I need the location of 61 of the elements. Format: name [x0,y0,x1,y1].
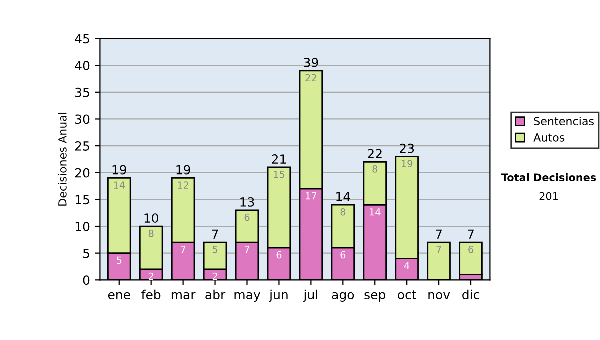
y-tick-label: 40 [75,61,90,71]
x-tick-label: jun [269,290,288,302]
data-label: 6 [340,251,346,259]
text: 201 [540,192,558,200]
x-tick-label: feb [142,290,161,300]
total-label: 7 [468,230,474,239]
x-tick-label: mar [172,292,196,300]
x-tick-label: ene [108,292,130,300]
data-label: 8 [340,208,346,216]
y-tick-label: 45 [75,34,90,44]
total-label: 23 [400,144,414,154]
data-label: 2 [212,272,218,280]
legend-label: Sentencias [534,116,594,126]
total-label: 21 [272,154,286,164]
data-label: 6 [468,246,474,254]
x-tick-label: jul [304,290,318,302]
data-label: 7 [181,246,186,254]
total-label: 19 [112,165,126,175]
x-tick-label: nov [428,292,450,300]
data-label: 8 [148,230,154,238]
y-tick-label: 15 [76,195,90,205]
data-label: 14 [114,182,126,189]
data-label: 17 [306,192,317,200]
data-label: 5 [117,256,122,264]
data-label: 4 [404,262,410,270]
data-label: 12 [178,182,189,189]
x-tick-label: abr [206,290,226,300]
data-label: 8 [372,166,378,173]
data-label: 19 [402,160,413,168]
total-label: 39 [304,58,318,68]
total-label: 10 [144,214,158,224]
y-tick-label: 0 [83,276,90,286]
data-label: 7 [244,246,250,254]
data-label: 15 [274,171,285,178]
data-label: 22 [306,74,316,82]
y-tick-label: 10 [76,222,90,232]
y-tick-label: 20 [75,168,90,178]
data-label: 2 [148,272,154,280]
y-tick-label: 25 [75,142,90,151]
total-label: 7 [436,230,442,239]
x-tick-label: may [234,292,260,302]
x-tick-label: dic [462,290,480,300]
x-tick-label: ago [332,292,354,302]
x-tick-label: oct [398,290,416,300]
total-label: 22 [368,149,382,158]
total-label: 19 [176,165,190,175]
y-tick-label: 5 [83,248,90,258]
total-label: 14 [336,192,350,202]
x-tick-label: sep [364,292,386,302]
data-label: 7 [436,246,442,254]
y-tick-label: 30 [76,114,90,124]
data-label: 6 [244,214,250,222]
data-label: 6 [276,251,282,259]
total-label: 7 [212,230,218,239]
total-label: 13 [240,197,254,207]
y-axis-title: Decisiones Anual [58,112,67,206]
data-label: 14 [370,208,381,216]
legend-label: Autos [534,134,565,142]
y-tick-label: 35 [76,88,90,98]
text: Total Decisiones [501,173,596,182]
data-label: 5 [212,246,218,254]
